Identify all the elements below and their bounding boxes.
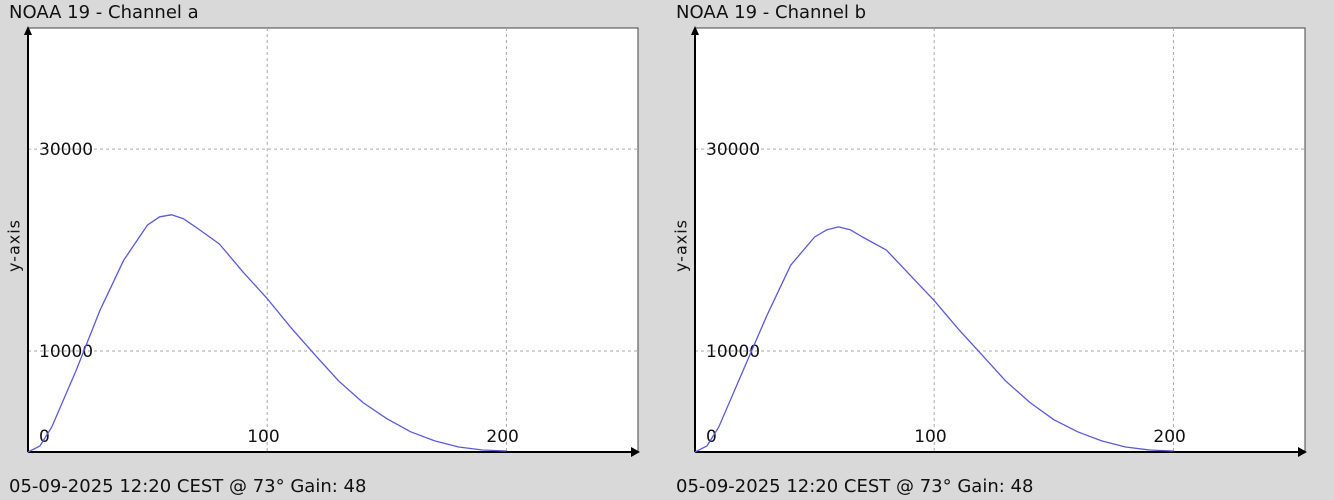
x-tick-label: 100 xyxy=(914,427,946,447)
x-tick-label: 200 xyxy=(1153,427,1185,447)
plot-background xyxy=(27,27,639,453)
plot-area: 0 100 200 10000 30000 xyxy=(691,26,1307,457)
capture-info: 05-09-2025 12:20 CEST @ 73° Gain: 48 xyxy=(676,476,1034,497)
chart-panel-a: NOAA 19 - Channel a y-axis 0 100 200 10000 3… xyxy=(5,2,640,497)
x-tick-label: 0 xyxy=(706,427,717,447)
y-tick-label: 30000 xyxy=(706,140,760,160)
x-tick-label: 100 xyxy=(247,427,279,447)
y-tick-label: 30000 xyxy=(39,140,93,160)
chart-title: NOAA 19 - Channel a xyxy=(9,2,199,23)
x-tick-label: 200 xyxy=(486,427,518,447)
chart-panel-b: NOAA 19 - Channel b y-axis 0 100 200 10000 3… xyxy=(667,0,1334,500)
x-axis-arrow xyxy=(631,447,640,457)
capture-info: 05-09-2025 12:20 CEST @ 73° Gain: 48 xyxy=(9,476,367,497)
chart-title: NOAA 19 - Channel b xyxy=(676,2,867,23)
x-axis-arrow xyxy=(1298,447,1307,457)
x-tick-label: 0 xyxy=(39,427,50,447)
y-tick-label: 10000 xyxy=(706,342,760,362)
y-axis-arrow xyxy=(24,26,32,35)
y-axis-arrow xyxy=(691,26,699,35)
plot-area: 0 100 200 10000 30000 xyxy=(24,26,640,457)
series-line xyxy=(27,214,507,453)
series-line xyxy=(694,226,1174,453)
plot-background xyxy=(694,27,1306,453)
y-tick-label: 10000 xyxy=(39,342,93,362)
